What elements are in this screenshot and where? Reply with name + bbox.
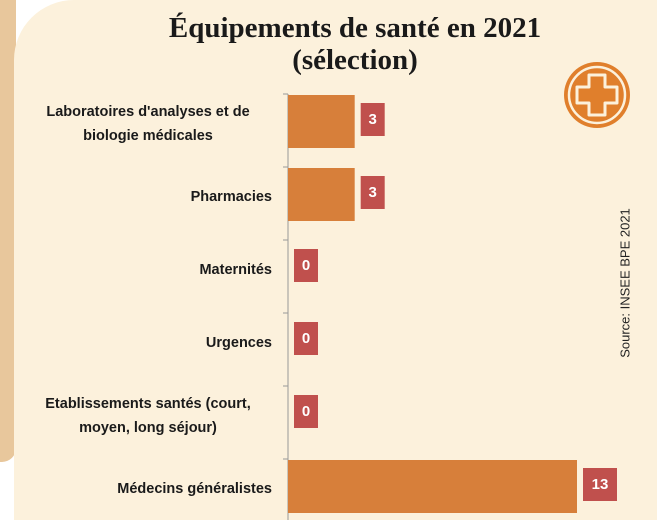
category-label-box: Laboratoires d'analyses et de biologie m… [20, 97, 272, 150]
value-label-box [360, 103, 385, 136]
value-label: 13 [592, 476, 609, 493]
value-label-box [360, 176, 385, 209]
category-label: Maternités [199, 261, 272, 278]
category-label-box: Médecins généralistes [20, 462, 272, 515]
value-label-box [294, 249, 318, 282]
value-label: 3 [369, 184, 377, 201]
category-label: Laboratoires d'analyses et de biologie m… [46, 103, 250, 144]
value-label-box [294, 322, 318, 355]
category-label-box: Pharmacies [20, 170, 272, 223]
bar [288, 460, 577, 513]
value-label: 0 [302, 330, 310, 347]
chart-title: Équipements de santé en 2021 (sélection) [168, 12, 542, 76]
category-label-box: Etablissements santés (court, moyen, lon… [20, 389, 272, 442]
category-label: Médecins généralistes [117, 480, 272, 497]
health-icon [564, 62, 630, 128]
category-label: Urgences [205, 334, 272, 351]
bar [288, 168, 355, 221]
value-label-box [583, 468, 617, 501]
panel [14, 0, 657, 520]
value-label-box [294, 395, 318, 428]
category-label: Pharmacies [190, 188, 272, 205]
value-label: 3 [369, 111, 377, 128]
value-label: 0 [302, 403, 310, 420]
category-label-box: Urgences [20, 316, 272, 369]
side-strip [0, 0, 16, 462]
value-label: 0 [302, 257, 310, 274]
category-label: Etablissements santés (court, moyen, lon… [45, 395, 251, 436]
category-label-box: Maternités [20, 243, 272, 296]
bar [288, 95, 355, 148]
